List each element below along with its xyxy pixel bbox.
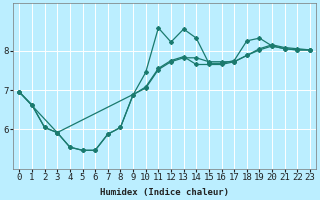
X-axis label: Humidex (Indice chaleur): Humidex (Indice chaleur) [100, 188, 229, 197]
